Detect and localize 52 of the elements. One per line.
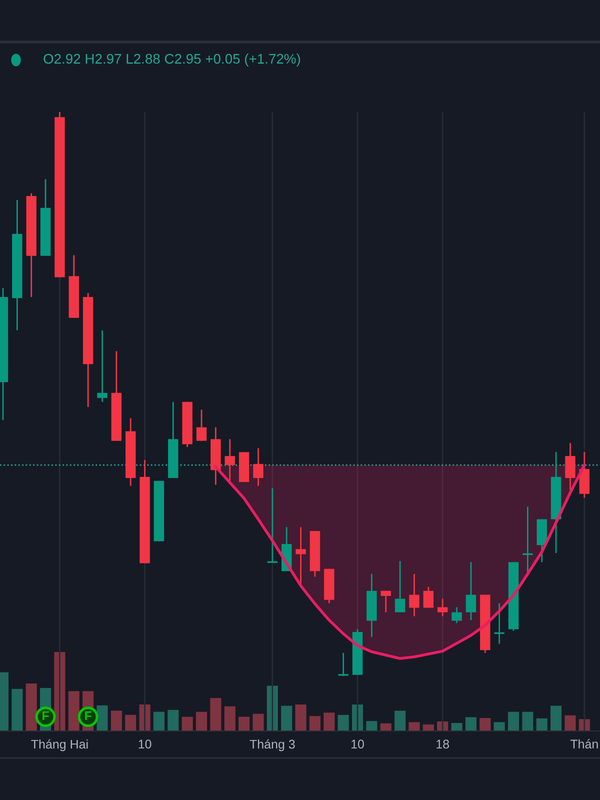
bar [465,717,476,731]
bar [480,718,491,731]
bar [394,710,406,731]
bar [408,722,420,731]
x-tick-label: Tháng Hai [31,739,88,752]
candlestick [380,590,391,613]
bar [309,716,320,731]
bar [550,706,562,731]
candlestick [224,438,235,482]
candlestick [452,606,462,624]
bar [238,716,250,731]
candlestick [423,586,434,608]
bar [26,683,37,731]
bar [536,718,548,731]
bar [522,712,534,731]
candlestick [409,573,420,617]
bar [224,706,236,731]
bar [281,706,292,731]
bar [366,721,378,731]
bar [12,688,23,731]
candlestick [565,442,576,491]
candlestick [253,447,264,487]
bar [324,712,335,731]
bar [110,710,122,731]
candlestick [394,560,406,613]
x-tick-label: 10 [352,740,364,749]
bar [508,712,520,731]
x-tick-label: Thán [570,739,598,749]
text: O2.92 H2.97 L2.88 C2.95 +0.05 (+1.72%) [44,54,300,66]
bar [338,714,349,731]
annotation: F [42,711,49,720]
bar [210,698,222,731]
bar [380,723,392,731]
bar [153,712,164,731]
x-tick-label: Tháng 3 [250,739,295,752]
bar [295,704,306,731]
bar [451,722,462,731]
bar [494,722,505,731]
annotation: F [85,711,92,720]
x-tick-label: 10 [138,740,152,749]
x-tick-label: 18 [436,740,449,749]
candlestick [437,598,448,617]
bar [182,716,193,731]
bar [422,724,434,731]
candlestick [97,330,108,403]
candlestick [196,409,207,442]
bar [252,714,264,731]
candlestick [466,561,476,621]
bar [564,715,576,731]
bar [168,710,179,731]
bar [125,714,136,731]
bar [196,712,208,731]
